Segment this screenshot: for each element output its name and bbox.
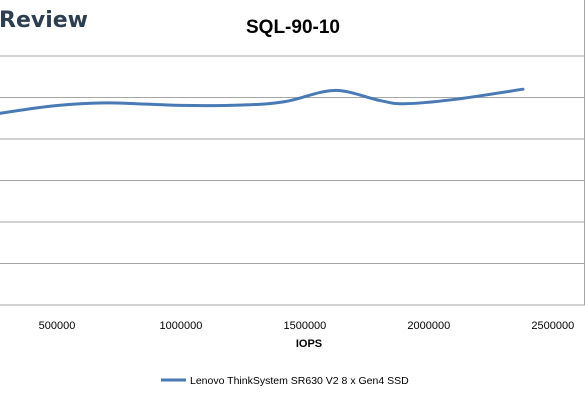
- x-tick-label: 1500000: [283, 320, 326, 332]
- series-line: [0, 87, 525, 115]
- x-axis-ticks: 500000 1000000 1500000 2000000 2500000: [39, 320, 575, 332]
- legend-label: Lenovo ThinkSystem SR630 V2 8 x Gen4 SSD: [190, 375, 409, 387]
- gridlines: [0, 0, 585, 306]
- x-tick-label: 1000000: [160, 320, 203, 332]
- chart-title: SQL-90-10: [246, 17, 340, 38]
- x-axis-title: IOPS: [296, 338, 322, 350]
- x-tick-label: 2500000: [531, 320, 574, 332]
- series-layer: [0, 87, 525, 115]
- x-tick-label: 2000000: [407, 320, 450, 332]
- legend: Lenovo ThinkSystem SR630 V2 8 x Gen4 SSD: [161, 375, 409, 387]
- x-tick-label: 500000: [39, 320, 76, 332]
- brand-watermark: Review: [0, 8, 88, 33]
